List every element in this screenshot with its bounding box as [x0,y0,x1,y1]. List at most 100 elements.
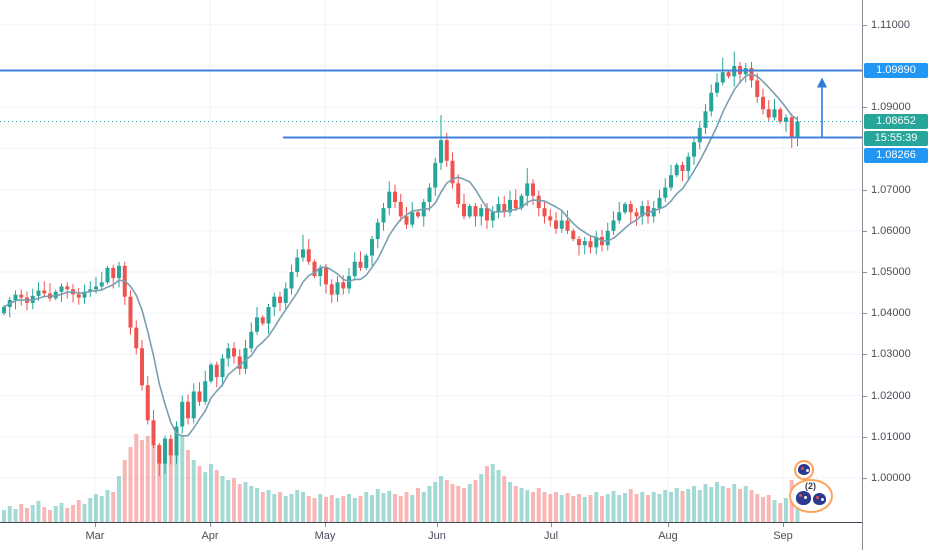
volume-bar [416,488,420,522]
volume-bar [2,510,6,522]
volume-bar [13,509,18,522]
volume-bar [525,490,530,522]
candle-body [76,294,81,298]
candle-body [272,296,277,308]
volume-bar [358,496,363,522]
volume-bar [697,490,702,522]
volume-bar [456,486,461,522]
price-tick-mark [863,272,867,273]
volume-bar [117,476,121,522]
candle-body [232,348,236,357]
volume-bar [255,488,259,522]
candle-body [404,216,409,225]
candle-body [387,191,392,209]
price-tick-label: 1.02000 [871,389,911,402]
candle-body [703,111,708,128]
volume-bar [306,496,311,522]
volume-bar [772,500,777,522]
candle-body [82,291,87,298]
volume-bar [111,492,116,522]
chart-canvas[interactable] [0,0,862,522]
candle-body [525,183,530,196]
candle-body [715,82,719,93]
emoji-sticker-group[interactable]: (2) [789,479,833,513]
volume-bar [582,497,587,522]
volume-bar [531,492,535,522]
current-price-label: 1.08652 [864,113,928,129]
price-tick-mark [863,189,867,191]
volume-bar [289,494,294,522]
volume-bar [726,488,731,522]
candle-body [623,204,627,213]
volume-bar [99,496,104,522]
price-tick-label: 1.09000 [871,101,911,114]
volume-bar [548,494,553,522]
time-axis[interactable]: Mar Apr May Jun Jul Aug Sep [0,522,932,550]
month-label: May [314,530,336,542]
candle-body [462,204,466,217]
volume-bar [25,508,29,522]
candle-body [13,294,18,301]
volume-bar [94,494,98,522]
volume-bar [82,504,87,522]
candle-body [473,206,478,217]
price-axis[interactable]: 1.11000 1.09000 1.07000 1.06000 1.05000 1.040… [862,0,932,522]
candle-body [370,239,374,256]
volume-bar [439,476,443,522]
volume-bar [19,504,24,522]
volume-bar [571,496,576,522]
ray-price-label[interactable]: 1.08266 [864,147,928,163]
candle-body [105,267,110,283]
candle-body [36,290,41,296]
volume-bar [427,486,432,522]
up-arrow-head[interactable] [817,77,827,88]
volume-bar [318,494,323,522]
candle-body [249,331,254,349]
candle-body [19,294,24,298]
volume-bar [30,505,35,522]
candle-body [352,261,357,277]
candle-body [94,286,98,290]
candle-body [197,391,202,402]
candle-body [375,222,380,240]
volume-bar [651,492,656,522]
candle-body [513,199,518,209]
emoji-sticker[interactable] [794,460,814,480]
volume-bar [778,503,783,522]
candle-body [456,183,461,205]
volume-bar [669,492,673,522]
volume-bar [646,495,650,522]
volume-bar [381,493,386,522]
volume-bar [226,480,231,522]
candle-body [65,286,70,290]
candle-body [726,72,731,77]
candle-body [393,191,397,202]
price-tick-mark [863,107,867,109]
volume-bar [640,492,645,522]
candle-body [381,208,386,223]
month-label: Mar [85,530,105,542]
volume-bar [174,434,179,522]
candle-body [692,142,696,157]
volume-bar [163,438,167,522]
volume-bar [663,490,668,522]
candle-body [686,156,691,172]
volume-bar [444,480,449,522]
volume-bar [410,495,415,522]
candle-body [444,140,449,161]
volume-bar [301,492,305,522]
axis-corner [862,522,932,550]
price-tick-mark [863,230,867,232]
volume-bar [421,492,426,522]
volume-bar [324,497,328,522]
horizontal-line-price-label[interactable]: 1.09890 [864,62,928,78]
candle-body [789,117,794,139]
volume-bar [686,489,691,522]
candle-body [709,92,714,112]
candle-body [186,401,190,419]
ma-line[interactable] [3,73,798,437]
volume-bar [565,493,570,522]
price-tick-mark [863,354,867,356]
candle-body [145,385,150,421]
volume-bar [761,497,765,522]
